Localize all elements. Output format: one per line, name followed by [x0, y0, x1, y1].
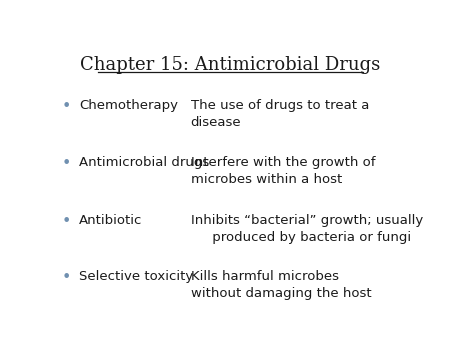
Text: Chapter 15: Antimicrobial Drugs: Chapter 15: Antimicrobial Drugs	[81, 56, 381, 74]
Text: •: •	[62, 156, 72, 171]
Text: •: •	[62, 99, 72, 114]
Text: Inhibits “bacterial” growth; usually
     produced by bacteria or fungi: Inhibits “bacterial” growth; usually pro…	[190, 214, 423, 244]
Text: The use of drugs to treat a
disease: The use of drugs to treat a disease	[190, 99, 369, 129]
Text: Interfere with the growth of
microbes within a host: Interfere with the growth of microbes wi…	[190, 156, 375, 186]
Text: •: •	[62, 214, 72, 228]
Text: Antibiotic: Antibiotic	[79, 214, 142, 227]
Text: Selective toxicity: Selective toxicity	[79, 270, 193, 283]
Text: •: •	[62, 270, 72, 285]
Text: Antimicrobial drugs: Antimicrobial drugs	[79, 156, 209, 169]
Text: Kills harmful microbes
without damaging the host: Kills harmful microbes without damaging …	[190, 270, 371, 299]
Text: Chemotherapy: Chemotherapy	[79, 99, 178, 112]
